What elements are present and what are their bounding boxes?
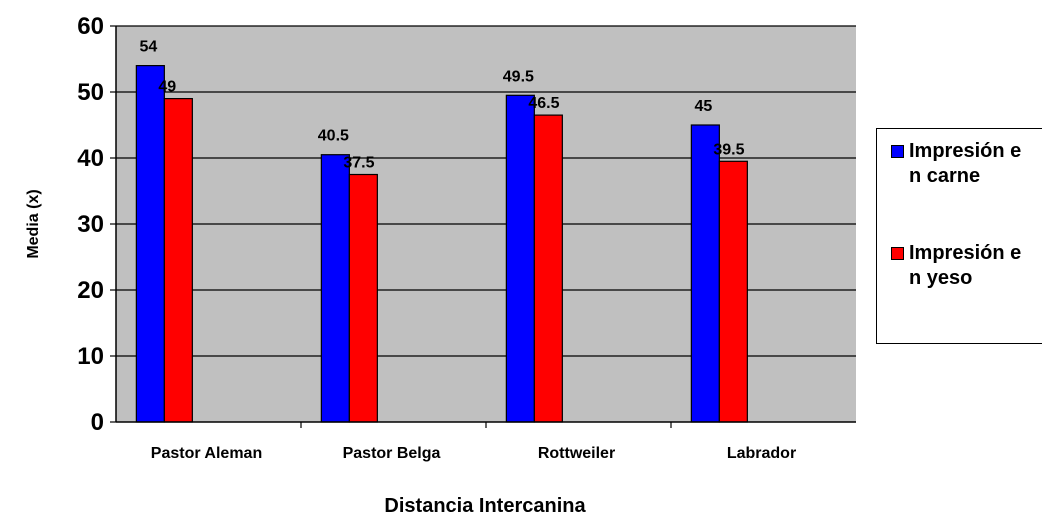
y-tick-label: 20	[77, 277, 104, 304]
bar-carne	[320, 154, 350, 423]
y-tick-label: 50	[77, 79, 104, 106]
y-tick-label: 40	[77, 145, 104, 172]
legend-swatch-yeso	[891, 247, 904, 260]
legend-swatch-carne	[891, 145, 904, 158]
bar-yeso	[533, 114, 563, 423]
y-axis-title: Media (x)	[25, 189, 42, 258]
data-label: 39.5	[713, 141, 744, 158]
bar-carne	[505, 94, 535, 423]
y-tick-label: 30	[77, 211, 104, 238]
data-label: 54	[139, 39, 157, 56]
x-axis-ticks: Pastor Aleman Pastor Belga Rottweiler Labra…	[151, 422, 796, 462]
legend-label-yeso: Impresión en yeso	[909, 242, 1022, 289]
data-label: 46.5	[528, 95, 559, 112]
data-label: 37.5	[343, 155, 374, 172]
data-labels: 54 49 40.5 37.5 49.5 46.5 45 39.5	[139, 39, 744, 172]
bars	[135, 64, 748, 423]
y-tick-label: 10	[77, 343, 104, 370]
x-tick-label: Rottweiler	[538, 445, 615, 462]
bar-carne	[690, 124, 720, 423]
y-tick-label: 60	[77, 13, 104, 40]
data-label: 40.5	[318, 128, 349, 145]
bar-yeso	[348, 173, 378, 423]
legend-label-carne: Impresión en carne	[909, 140, 1022, 187]
y-tick-label: 0	[91, 409, 104, 436]
gridlines	[116, 25, 856, 357]
x-tick-label: Pastor Belga	[343, 445, 441, 462]
x-tick-label: Pastor Aleman	[151, 445, 262, 462]
data-label: 49.5	[503, 68, 534, 85]
bar-carne	[135, 64, 165, 423]
y-axis-ticks: 0 10 20 30 40 50 60	[77, 13, 116, 436]
bar-yeso	[718, 160, 748, 423]
data-label: 45	[694, 98, 712, 115]
legend: Impresión en carne Impresión en yeso	[876, 128, 1042, 344]
bar-yeso	[163, 97, 193, 423]
data-label: 49	[158, 79, 176, 96]
x-axis-title: Distancia Intercanina	[384, 495, 586, 517]
x-tick-label: Labrador	[727, 445, 796, 462]
